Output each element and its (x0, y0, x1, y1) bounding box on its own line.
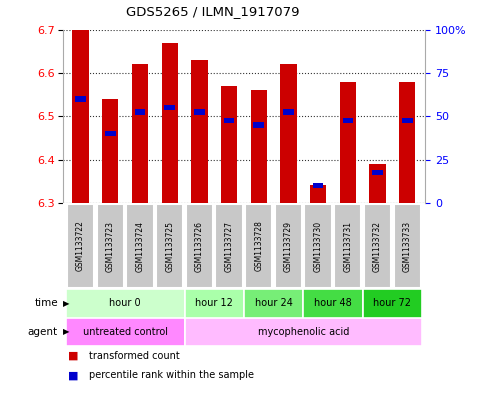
Bar (254, 122, 264, 128)
Bar (194, 109, 205, 115)
FancyBboxPatch shape (67, 204, 94, 288)
Text: time: time (34, 298, 58, 309)
Bar (135, 109, 145, 115)
Text: GSM1133722: GSM1133722 (76, 220, 85, 272)
Text: hour 72: hour 72 (373, 298, 412, 309)
Bar (310, 185, 327, 203)
Text: GSM1133727: GSM1133727 (225, 220, 234, 272)
Bar (402, 118, 412, 123)
Text: GSM1133730: GSM1133730 (313, 220, 323, 272)
Bar (313, 183, 324, 188)
FancyBboxPatch shape (275, 204, 302, 288)
FancyBboxPatch shape (245, 204, 272, 288)
Bar (164, 105, 175, 110)
Bar (221, 86, 237, 203)
Text: percentile rank within the sample: percentile rank within the sample (89, 370, 255, 380)
Text: GSM1133729: GSM1133729 (284, 220, 293, 272)
FancyBboxPatch shape (334, 204, 361, 288)
FancyBboxPatch shape (66, 289, 185, 318)
FancyBboxPatch shape (186, 204, 213, 288)
FancyBboxPatch shape (363, 289, 422, 318)
Text: GSM1133726: GSM1133726 (195, 220, 204, 272)
FancyBboxPatch shape (364, 204, 391, 288)
Bar (105, 131, 115, 136)
Bar (369, 164, 386, 203)
FancyBboxPatch shape (127, 204, 154, 288)
Text: untreated control: untreated control (83, 327, 168, 337)
FancyBboxPatch shape (244, 289, 303, 318)
FancyBboxPatch shape (156, 204, 184, 288)
Bar (283, 109, 294, 115)
Text: hour 48: hour 48 (314, 298, 352, 309)
Bar (102, 99, 118, 203)
Text: GSM1133733: GSM1133733 (403, 220, 412, 272)
FancyBboxPatch shape (304, 204, 332, 288)
Bar (280, 64, 297, 203)
Text: mycophenolic acid: mycophenolic acid (257, 327, 349, 337)
Bar (224, 118, 234, 123)
Bar (251, 90, 267, 203)
Bar (191, 60, 208, 203)
Text: GDS5265 / ILMN_1917079: GDS5265 / ILMN_1917079 (126, 5, 299, 18)
Text: ■: ■ (68, 351, 82, 361)
Text: hour 12: hour 12 (195, 298, 233, 309)
Bar (132, 64, 148, 203)
Bar (340, 82, 356, 203)
Text: GSM1133724: GSM1133724 (136, 220, 144, 272)
Bar (161, 43, 178, 203)
Bar (372, 170, 383, 175)
Text: GSM1133728: GSM1133728 (254, 220, 263, 272)
FancyBboxPatch shape (66, 318, 185, 346)
FancyBboxPatch shape (303, 289, 363, 318)
Text: ■: ■ (68, 370, 82, 380)
Text: GSM1133723: GSM1133723 (106, 220, 115, 272)
FancyBboxPatch shape (394, 204, 421, 288)
Text: GSM1133725: GSM1133725 (165, 220, 174, 272)
Text: ▶: ▶ (63, 299, 70, 308)
Text: hour 24: hour 24 (255, 298, 293, 309)
Text: ▶: ▶ (63, 327, 70, 336)
Bar (342, 118, 353, 123)
Bar (399, 82, 415, 203)
Text: GSM1133731: GSM1133731 (343, 220, 352, 272)
Bar (72, 30, 89, 203)
FancyBboxPatch shape (97, 204, 124, 288)
Bar (75, 96, 86, 102)
FancyBboxPatch shape (185, 289, 244, 318)
Text: transformed count: transformed count (89, 351, 180, 361)
Text: hour 0: hour 0 (109, 298, 141, 309)
FancyBboxPatch shape (215, 204, 243, 288)
Text: agent: agent (28, 327, 58, 337)
Text: GSM1133732: GSM1133732 (373, 220, 382, 272)
FancyBboxPatch shape (185, 318, 422, 346)
